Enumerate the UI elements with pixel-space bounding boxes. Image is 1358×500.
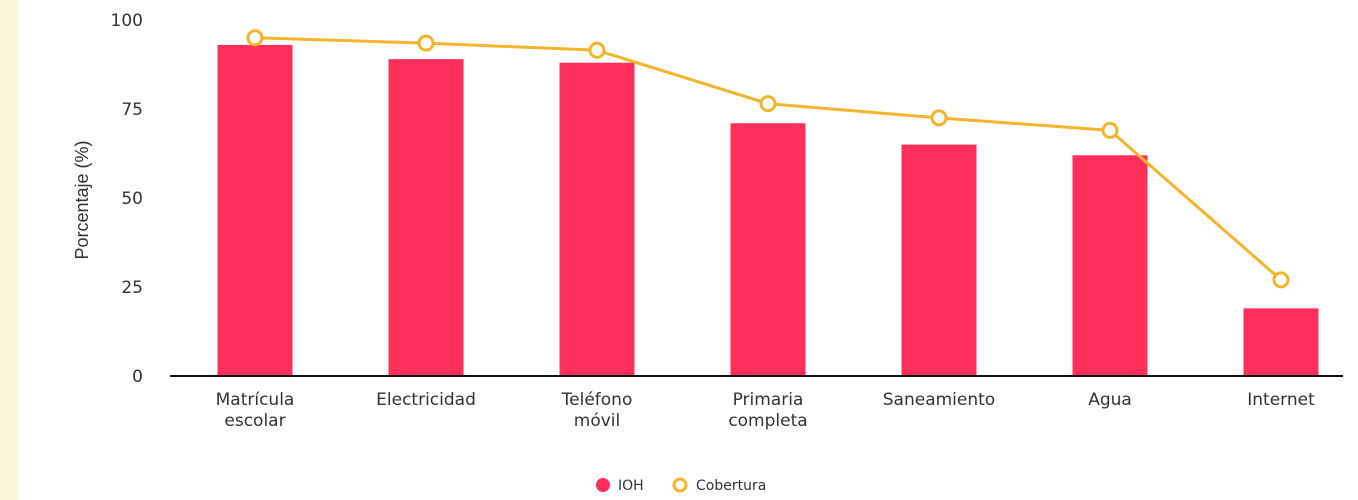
bar-ioh xyxy=(1072,155,1148,376)
point-cobertura xyxy=(1272,271,1290,289)
y-tick-label: 25 xyxy=(121,278,143,298)
x-tick-label: Agua xyxy=(1088,390,1132,410)
y-tick-label: 50 xyxy=(121,189,143,209)
legend-item-ioh[interactable]: IOH xyxy=(596,478,644,494)
point-cobertura xyxy=(417,34,435,52)
legend-label-cobertura: Cobertura xyxy=(696,478,766,494)
legend-item-cobertura[interactable]: Cobertura xyxy=(672,477,766,494)
bar-ioh xyxy=(1243,308,1319,376)
point-cobertura xyxy=(1101,121,1119,139)
y-axis-label: Porcentaje (%) xyxy=(72,140,92,259)
bar-ioh xyxy=(559,62,635,376)
legend-marker-cobertura xyxy=(672,477,688,493)
x-tick-label: Saneamiento xyxy=(883,390,995,410)
y-tick-label: 100 xyxy=(111,11,143,31)
point-cobertura xyxy=(246,29,264,47)
x-axis-labels: Matrícula escolar Electricidad Teléfono móvi… xyxy=(216,390,1315,431)
legend-label-ioh: IOH xyxy=(618,478,644,494)
x-tick-label: Primaria completa xyxy=(728,390,807,431)
bar-ioh xyxy=(730,123,806,377)
x-tick-label: Electricidad xyxy=(376,390,476,410)
chart-panel: Porcentaje (%) 0 25 50 75 100 Matrícula escol… xyxy=(18,0,1358,500)
x-tick-label: Internet xyxy=(1247,390,1315,410)
y-tick-label: 0 xyxy=(132,367,143,387)
point-cobertura xyxy=(588,41,606,59)
line-series-cobertura xyxy=(246,29,1290,289)
legend-marker-ioh xyxy=(596,478,610,492)
bar-ioh xyxy=(901,144,977,376)
x-tick-label: Teléfono móvil xyxy=(561,390,633,431)
bar-ioh xyxy=(217,44,293,377)
bar-ioh xyxy=(388,59,464,376)
point-cobertura xyxy=(759,95,777,113)
y-tick-label: 75 xyxy=(121,100,143,120)
bar-series-ioh xyxy=(217,44,1319,377)
x-tick-label: Matrícula escolar xyxy=(216,390,295,431)
y-axis-ticks: 0 25 50 75 100 xyxy=(111,11,143,387)
legend[interactable]: IOH Cobertura xyxy=(596,477,766,494)
chart: Porcentaje (%) 0 25 50 75 100 Matrícula escol… xyxy=(72,11,1343,494)
point-cobertura xyxy=(930,109,948,127)
